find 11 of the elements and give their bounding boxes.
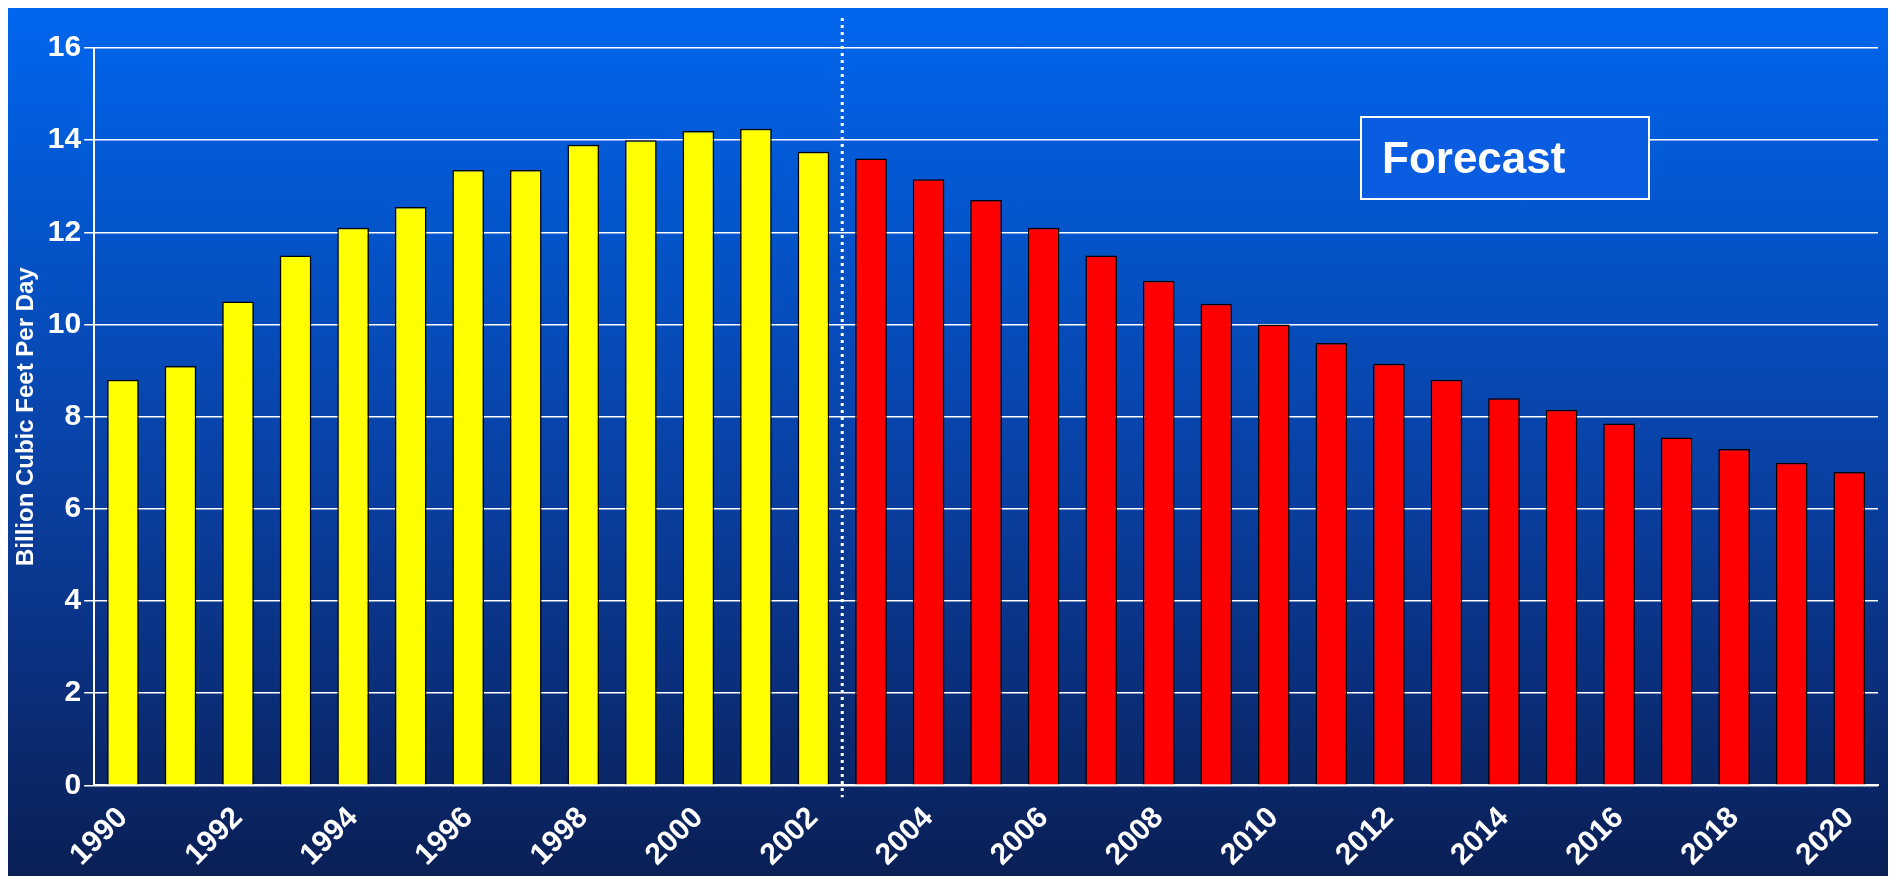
y-tick-label: 12 — [47, 213, 82, 247]
y-tick-label: 10 — [47, 305, 82, 339]
annotation: Forecast — [1360, 116, 1650, 200]
y-tick-label: 14 — [47, 121, 82, 155]
y-tick-label: 2 — [64, 674, 82, 708]
y-tick-label: 0 — [64, 766, 82, 800]
y-tick-label: 4 — [64, 582, 82, 616]
y-axis-title: Billion Cubic Feet Per Day — [11, 266, 39, 567]
y-tick-label: 6 — [64, 490, 82, 524]
y-tick-label: 8 — [64, 397, 82, 431]
y-tick-label: 16 — [47, 29, 82, 63]
